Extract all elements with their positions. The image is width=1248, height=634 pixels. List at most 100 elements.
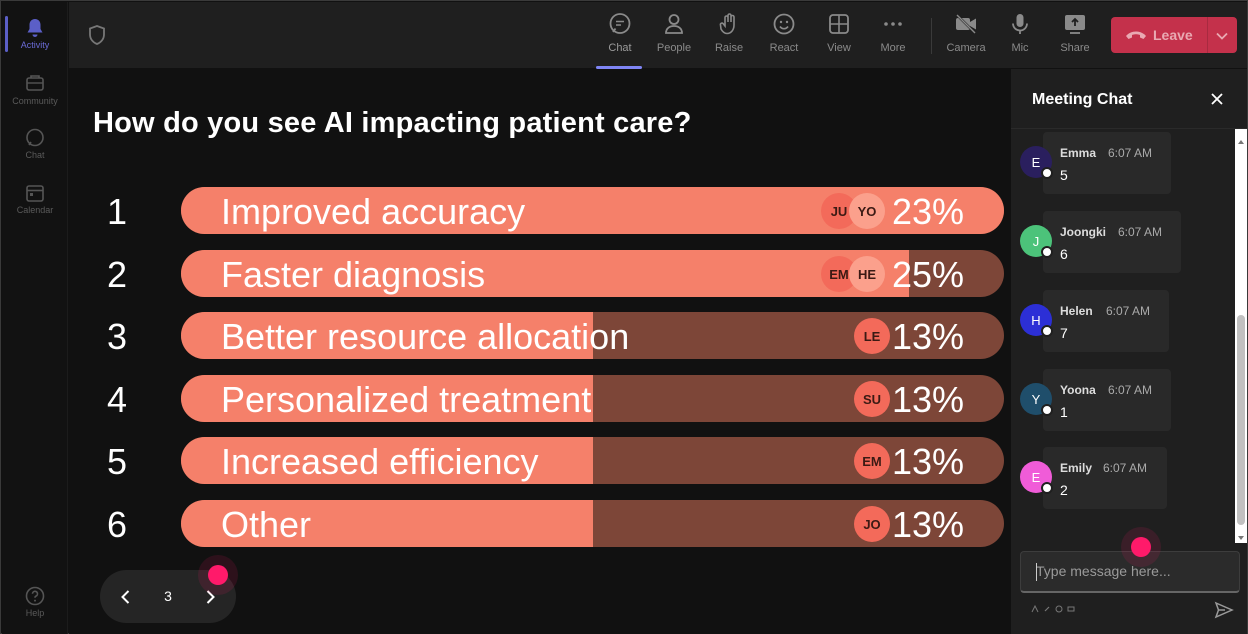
voter-avatar: YO — [849, 193, 885, 229]
toolbar-more-button[interactable]: More — [869, 12, 917, 62]
message-composer[interactable] — [1020, 551, 1240, 593]
rail-item-community[interactable]: Community — [2, 66, 68, 114]
cursor-highlight-dot — [1131, 537, 1151, 557]
rail-item-calendar[interactable]: Calendar — [2, 175, 68, 223]
chat-message[interactable]: Emma 6:07 AM 5 — [1043, 132, 1171, 194]
message-text: 2 — [1060, 482, 1068, 498]
poll-option-bar: Other JO 13% — [181, 500, 1004, 547]
rail-item-label: Calendar — [16, 205, 54, 215]
toolbar-button-label: More — [880, 42, 906, 54]
presence-status-icon — [1041, 404, 1053, 416]
avatar[interactable]: H — [1020, 304, 1053, 337]
close-icon[interactable] — [1207, 89, 1227, 109]
toolbar-raise-hand-button[interactable]: Raise — [705, 12, 753, 62]
poll-option-bar: Better resource allocation LE 13% — [181, 312, 1004, 359]
poll-option-bar: Improved accuracy JU YO 23% — [181, 187, 1004, 234]
poll-option-label: Faster diagnosis — [221, 254, 486, 295]
next-page-button[interactable] — [198, 585, 222, 609]
view-grid-icon — [827, 12, 851, 36]
voter-avatar: EM — [854, 443, 890, 479]
avatar[interactable]: J — [1020, 225, 1053, 258]
rail-item-label: Community — [12, 96, 58, 106]
voter-avatar: LE — [854, 318, 890, 354]
scroll-up-arrow-icon[interactable] — [1237, 133, 1245, 144]
poll-option-row: 2 Faster diagnosis EM HE 25% — [69, 250, 1011, 298]
poll-option-row: 3 Better resource allocation LE 13% — [69, 312, 1011, 360]
rail-item-activity[interactable]: Activity — [2, 10, 68, 58]
avatar-initial: Y — [1031, 391, 1041, 407]
more-icon — [881, 12, 905, 36]
poll-option-fill — [181, 250, 909, 297]
message-author: Yoona — [1060, 383, 1096, 397]
poll-option-bar: Faster diagnosis EM HE 25% — [181, 250, 1004, 297]
avatar[interactable]: E — [1020, 461, 1053, 494]
chat-scrollbar[interactable] — [1235, 129, 1247, 543]
emoji-icon[interactable] — [1055, 605, 1063, 613]
toolbar-share-button[interactable]: Share — [1051, 12, 1099, 62]
gif-icon[interactable] — [1067, 605, 1075, 613]
toolbar-mic-button[interactable]: Mic — [996, 12, 1044, 62]
toolbar-button-label: View — [827, 42, 851, 54]
raise-hand-icon — [717, 12, 741, 36]
chevron-left-icon — [121, 590, 130, 604]
current-page-number: 3 — [164, 588, 172, 604]
poll-option-number: 2 — [107, 254, 128, 295]
send-icon[interactable] — [1214, 600, 1234, 620]
presence-status-icon — [1041, 167, 1053, 179]
toolbar-button-label: Mic — [1011, 42, 1029, 54]
chat-title: Meeting Chat — [1032, 91, 1133, 108]
voter-avatar: JO — [854, 506, 890, 542]
message-text: 1 — [1060, 404, 1068, 420]
toolbar-button-label: Share — [1060, 42, 1090, 54]
leave-divider — [1207, 17, 1208, 53]
toolbar-camera-button[interactable]: Camera — [942, 12, 990, 62]
poll-option-label: Other — [221, 504, 312, 545]
chat-message[interactable]: Joongki 6:07 AM 6 — [1043, 211, 1181, 273]
message-timestamp: 6:07 AM — [1108, 383, 1153, 397]
presence-status-icon — [1041, 482, 1053, 494]
poll-option-percent: 13% — [891, 441, 964, 482]
avatar[interactable]: Y — [1020, 383, 1053, 416]
left-rail: Activity Community Chat Calendar Help — [2, 2, 68, 634]
toolbar-people-button[interactable]: People — [650, 12, 698, 62]
leave-button[interactable]: Leave — [1111, 17, 1237, 53]
avatar-initial: J — [1032, 233, 1040, 249]
rail-item-label: Help — [25, 608, 45, 618]
poll-option-label: Better resource allocation — [221, 316, 630, 357]
chevron-down-icon[interactable] — [1215, 29, 1229, 41]
presence-status-icon — [1041, 246, 1053, 258]
presence-status-icon — [1041, 325, 1053, 337]
chat-message[interactable]: Yoona 6:07 AM 1 — [1043, 369, 1171, 431]
hang-up-icon — [1125, 28, 1147, 42]
chat-message[interactable]: Emily 6:07 AM 2 — [1043, 447, 1167, 509]
attach-icon[interactable] — [1043, 605, 1051, 613]
poll-option-row: 6 Other JO 13% — [69, 500, 1011, 548]
poll-option-row: 5 Increased efficiency EM 13% — [69, 437, 1011, 485]
message-timestamp: 6:07 AM — [1108, 146, 1153, 160]
help-icon — [25, 586, 45, 606]
bell-icon — [25, 18, 45, 38]
rail-item-help[interactable]: Help — [2, 578, 68, 626]
community-icon — [25, 74, 45, 94]
rail-item-label: Activity — [20, 40, 50, 50]
message-timestamp: 6:07 AM — [1103, 461, 1148, 475]
avatar-initial: E — [1031, 469, 1041, 485]
rail-item-chat[interactable]: Chat — [2, 120, 68, 168]
toolbar-view-button[interactable]: View — [815, 12, 863, 62]
message-text: 7 — [1060, 325, 1068, 341]
scroll-down-arrow-icon[interactable] — [1237, 529, 1245, 540]
format-icon[interactable] — [1031, 605, 1039, 613]
toolbar-chat-button[interactable]: Chat — [596, 12, 644, 69]
toolbar-react-button[interactable]: React — [760, 12, 808, 62]
poll-option-percent: 13% — [891, 316, 964, 357]
poll-option-fill — [181, 437, 593, 484]
toolbar-separator — [931, 18, 932, 54]
previous-page-button[interactable] — [114, 585, 138, 609]
avatar[interactable]: E — [1020, 146, 1053, 179]
meeting-toolbar: Chat People Raise React View — [69, 2, 1247, 69]
poll-option-number: 6 — [107, 504, 128, 545]
chat-header: Meeting Chat — [1011, 69, 1247, 129]
chat-message[interactable]: Helen 6:07 AM 7 — [1043, 290, 1169, 352]
scrollbar-thumb[interactable] — [1237, 315, 1245, 525]
message-input[interactable] — [1021, 552, 1239, 590]
